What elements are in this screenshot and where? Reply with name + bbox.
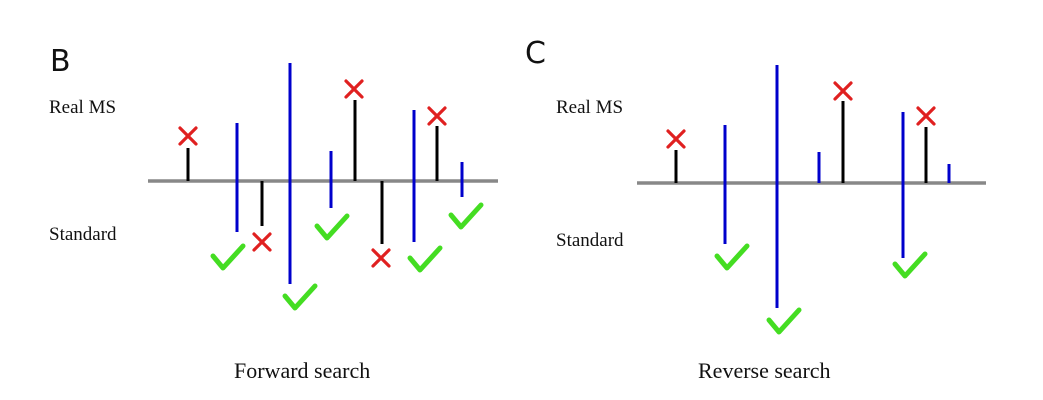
panel-c-spectrum: [637, 65, 986, 332]
cross-icon: [427, 106, 447, 126]
cross-icon: [344, 79, 364, 99]
check-icon: [285, 286, 315, 308]
panel-b-real-ms-label: Real MS: [49, 97, 117, 118]
check-icon: [213, 246, 243, 268]
cross-icon: [371, 248, 391, 268]
cross-icon: [252, 232, 272, 252]
panel-b-standard-label: Standard: [49, 224, 117, 245]
panel-c-caption: Reverse search: [698, 358, 831, 383]
panel-b-spectrum: [148, 63, 498, 308]
check-icon: [451, 205, 481, 227]
cross-icon: [178, 126, 198, 146]
panel-b-letter: B: [50, 44, 71, 79]
check-icon: [895, 254, 925, 276]
check-icon: [769, 310, 799, 332]
panel-c-standard-label: Standard: [556, 230, 624, 251]
cross-icon: [666, 129, 686, 149]
cross-icon: [833, 81, 853, 101]
check-icon: [717, 246, 747, 268]
check-icon: [410, 248, 440, 270]
panel-c-letter: C: [525, 36, 546, 71]
check-icon: [317, 216, 347, 238]
panel-b-caption: Forward search: [234, 358, 371, 383]
cross-icon: [916, 106, 936, 126]
panel-c-real-ms-label: Real MS: [556, 97, 624, 118]
